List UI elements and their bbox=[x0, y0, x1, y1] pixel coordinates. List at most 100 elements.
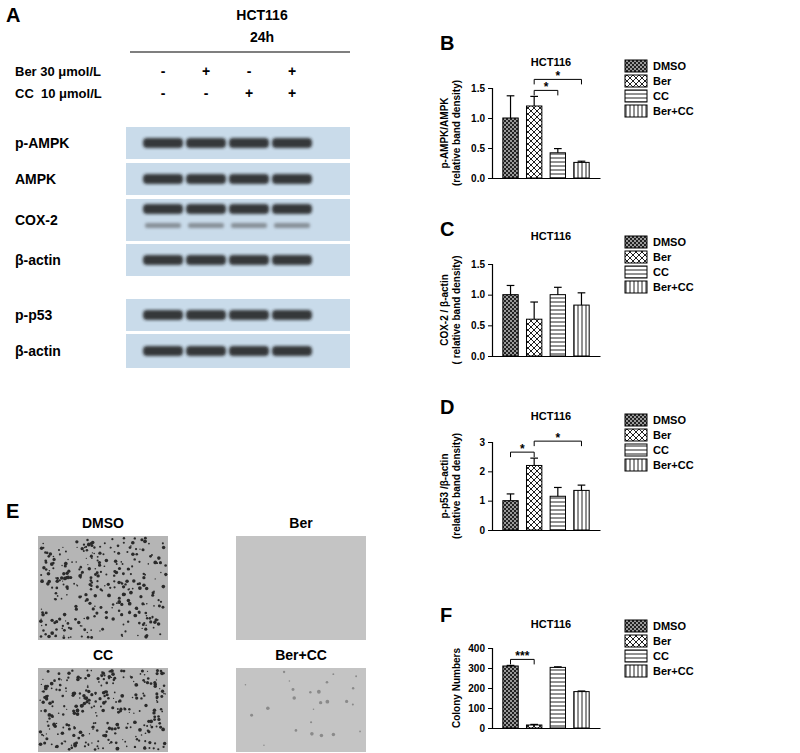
error-cap bbox=[578, 292, 586, 293]
bar bbox=[526, 725, 541, 728]
colony-dot bbox=[50, 619, 53, 622]
y-tick-label: 100 bbox=[468, 703, 485, 714]
bar bbox=[574, 490, 589, 530]
colony-dot bbox=[105, 682, 108, 685]
colony-dot bbox=[58, 689, 61, 692]
blot-band bbox=[229, 255, 269, 265]
colony-dot bbox=[91, 557, 93, 559]
colony-dot bbox=[152, 617, 153, 618]
colony-dot bbox=[88, 699, 91, 702]
colony-dot bbox=[157, 748, 159, 750]
colony-dot bbox=[100, 588, 102, 590]
colony-dot bbox=[92, 552, 93, 553]
colony-dot bbox=[159, 633, 161, 635]
colony-dot bbox=[68, 748, 71, 751]
colony-dot bbox=[99, 546, 101, 548]
y-axis: 0.00.51.01.5 bbox=[471, 259, 492, 362]
colony-dot bbox=[163, 742, 166, 745]
y-tick-label: 1.5 bbox=[471, 83, 485, 94]
colony-dot bbox=[161, 606, 164, 609]
colony-dot bbox=[144, 704, 147, 707]
colony-dot bbox=[156, 669, 159, 672]
colony-dot bbox=[102, 747, 104, 749]
colony-dot bbox=[107, 739, 109, 741]
colony-dot bbox=[73, 692, 77, 696]
colony-dot bbox=[245, 684, 247, 686]
blot-band bbox=[143, 310, 183, 320]
y-tick-label: 0.0 bbox=[471, 173, 485, 184]
colony-dot bbox=[108, 675, 112, 679]
colony-dot bbox=[47, 555, 50, 558]
y-tick: 0.5 bbox=[471, 143, 492, 154]
colony-dot bbox=[155, 578, 156, 579]
colony-dot bbox=[73, 712, 76, 715]
colony-dot bbox=[111, 706, 114, 709]
colony-dot bbox=[309, 691, 311, 693]
colony-dot bbox=[114, 727, 117, 730]
colony-dot bbox=[65, 687, 67, 689]
colony-dot bbox=[147, 671, 148, 672]
colony-dot bbox=[102, 691, 106, 695]
y-tick-label: 1.0 bbox=[471, 289, 485, 300]
y-tick: 0.0 bbox=[471, 351, 492, 362]
colony-dot bbox=[156, 726, 158, 728]
colony-dot bbox=[99, 606, 102, 609]
colony-dot bbox=[162, 585, 166, 589]
colony-dot bbox=[48, 717, 50, 719]
colony-dot bbox=[130, 591, 132, 593]
figure: AHCT11624hBer 30 μmol/L-+-+CC 10 μmol/L-… bbox=[0, 0, 800, 753]
colony-dot bbox=[110, 547, 112, 549]
colony-dot bbox=[50, 631, 54, 635]
colony-dot bbox=[86, 669, 88, 671]
colony-dot bbox=[153, 591, 155, 593]
colony-dot bbox=[148, 543, 150, 545]
legend-label: CC bbox=[653, 650, 669, 662]
treatment-sign: + bbox=[245, 85, 253, 101]
colony-dot bbox=[79, 692, 81, 694]
colony-dot bbox=[65, 691, 66, 692]
treatment-sign: - bbox=[204, 85, 209, 101]
colony-dot bbox=[146, 681, 149, 684]
colony-dot bbox=[68, 727, 71, 730]
colony-dot bbox=[292, 688, 295, 691]
error-bar bbox=[581, 293, 582, 305]
y-axis: 0100200300400 bbox=[468, 643, 492, 734]
colony-dot bbox=[95, 568, 97, 570]
colony-dot bbox=[140, 673, 142, 675]
legend-label: Ber bbox=[653, 251, 672, 263]
colony-dot bbox=[144, 740, 146, 742]
colony-dot bbox=[102, 553, 104, 555]
legend-label: DMSO bbox=[653, 60, 686, 72]
colony-dot bbox=[90, 576, 93, 579]
colony-dot bbox=[128, 708, 130, 710]
bar bbox=[574, 162, 589, 178]
colony-dot bbox=[39, 700, 41, 702]
colony-dot bbox=[91, 581, 93, 583]
colony-dot bbox=[91, 706, 93, 708]
colony-dot bbox=[78, 574, 82, 578]
colony-dot bbox=[41, 625, 42, 626]
colony-dot bbox=[87, 543, 91, 547]
colony-dot bbox=[90, 588, 93, 591]
colony-dot bbox=[142, 576, 145, 579]
colony-dot bbox=[84, 677, 87, 680]
colony-dot bbox=[103, 695, 106, 698]
colony-dot bbox=[74, 704, 78, 708]
y-tick: 0.5 bbox=[471, 320, 492, 331]
colony-dot bbox=[69, 576, 72, 579]
colony-dot bbox=[80, 625, 82, 627]
blot-band bbox=[229, 346, 269, 356]
colony-dot bbox=[114, 732, 116, 734]
colony-dot bbox=[143, 539, 147, 543]
bar bbox=[550, 153, 565, 178]
colony-dot bbox=[124, 708, 127, 711]
y-tick-mark bbox=[488, 728, 492, 729]
colony-dot bbox=[153, 681, 156, 684]
colony-dot bbox=[122, 593, 126, 597]
colony-dot bbox=[131, 565, 133, 567]
colony-dot bbox=[87, 564, 88, 565]
colony-dot bbox=[118, 609, 121, 612]
significance-label: *** bbox=[515, 649, 529, 663]
colony-dot bbox=[138, 582, 141, 585]
treatment-sign: - bbox=[247, 63, 252, 79]
